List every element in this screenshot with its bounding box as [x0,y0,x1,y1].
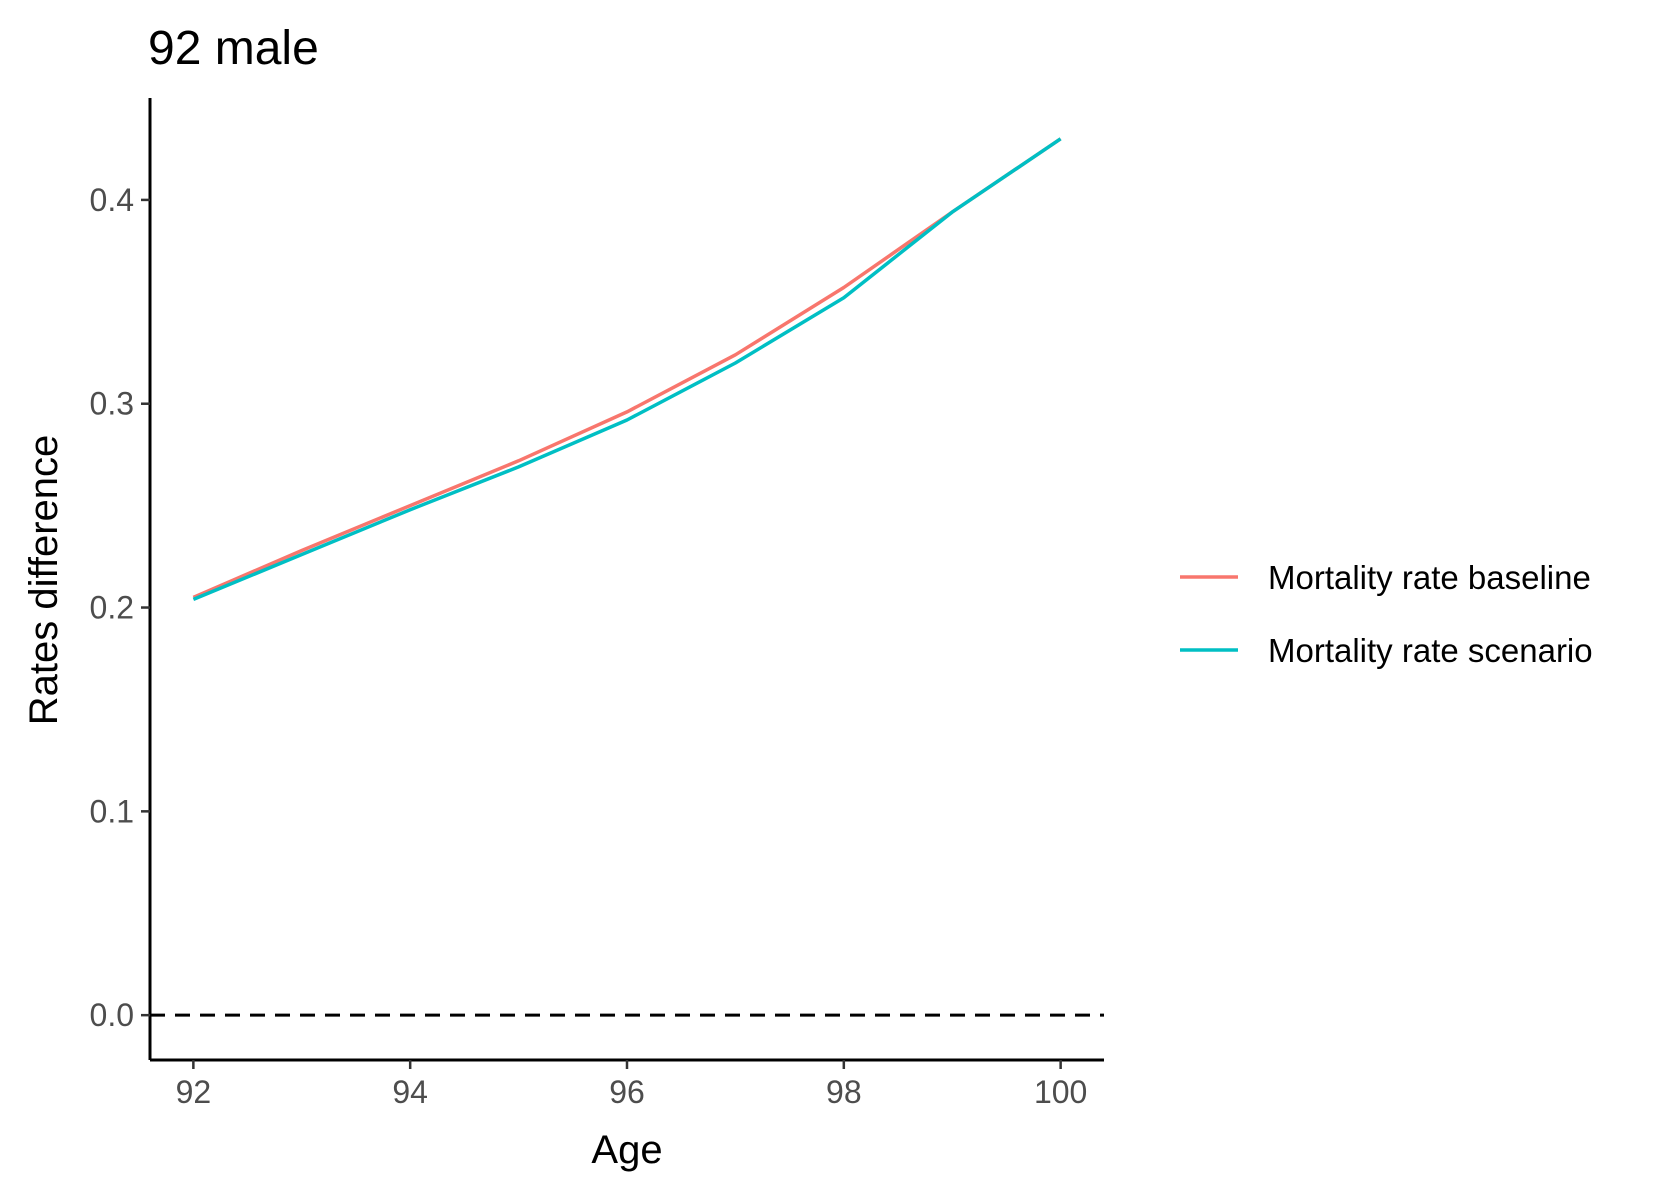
y-tick-label: 0.0 [90,997,134,1033]
x-tick-label: 98 [826,1074,862,1110]
series-layer [192,137,1062,602]
y-tick-label: 0.3 [90,386,134,422]
legend-label-scenario: Mortality rate scenario [1268,632,1593,669]
y-tick-label: 0.4 [90,182,134,218]
x-tick-label: 92 [176,1074,212,1110]
x-tick-label: 100 [1034,1074,1087,1110]
series-line-baseline [192,137,1062,599]
y-axis-title: Rates difference [22,435,66,726]
chart-title: 92 male [148,22,319,75]
x-tick-label: 96 [609,1074,645,1110]
legend: Mortality rate baseline Mortality rate s… [1180,559,1593,669]
y-tick-label: 0.2 [90,590,134,626]
plot-area: 0.0 0.1 0.2 0.3 0.4 92 94 96 98 100 [90,98,1104,1110]
x-tick-label: 94 [392,1074,428,1110]
series-line-scenario [192,137,1062,602]
y-ticks: 0.0 0.1 0.2 0.3 0.4 [90,182,150,1033]
x-ticks: 92 94 96 98 100 [176,1060,1087,1110]
x-axis-title: Age [591,1128,662,1172]
y-tick-label: 0.1 [90,793,134,829]
legend-label-baseline: Mortality rate baseline [1268,559,1591,596]
